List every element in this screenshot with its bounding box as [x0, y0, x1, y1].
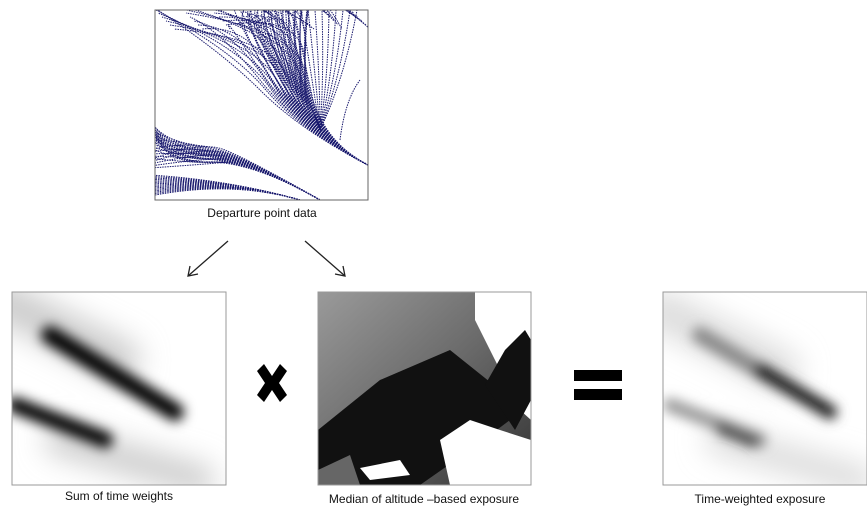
- multiply-sign: [257, 364, 287, 402]
- track: [150, 189, 300, 200]
- equals-sign: [574, 389, 622, 400]
- track: [255, 3, 368, 165]
- equals-sign: [574, 370, 622, 381]
- arrow: [305, 241, 345, 276]
- node-label: Median of altitude –based exposure: [329, 492, 519, 506]
- arrow: [188, 241, 228, 276]
- median-image: [318, 292, 531, 485]
- node-label: Time-weighted exposure: [695, 492, 826, 506]
- track: [218, 17, 368, 165]
- node-label: Departure point data: [207, 206, 317, 220]
- track: [340, 80, 360, 140]
- track: [186, 13, 368, 165]
- track: [258, 18, 368, 165]
- track: [262, 3, 368, 165]
- track: [190, 17, 368, 165]
- track: [305, 0, 386, 165]
- track: [257, 10, 368, 165]
- departure-tracks: [150, 0, 386, 200]
- track: [300, 2, 368, 165]
- sum-image: [0, 292, 226, 485]
- weighted-image: [660, 292, 867, 485]
- page: Departure point data Sum of time weights…: [0, 0, 867, 509]
- diagram: Departure point data Sum of time weights…: [0, 0, 867, 509]
- track: [150, 151, 320, 200]
- track: [150, 159, 320, 200]
- track: [210, 9, 368, 165]
- node-label: Sum of time weights: [65, 489, 173, 503]
